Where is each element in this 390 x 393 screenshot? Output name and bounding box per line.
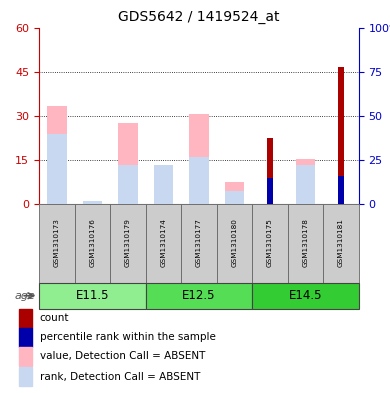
Bar (19, 309, 32, 328)
Bar (83, 201, 102, 204)
Text: GSM1310178: GSM1310178 (303, 218, 308, 266)
Bar (267, 178, 273, 204)
Text: E12.5: E12.5 (182, 289, 216, 302)
Bar (39, 204, 74, 283)
Bar (118, 123, 138, 204)
Bar (338, 67, 344, 204)
Bar (145, 283, 252, 309)
Text: E11.5: E11.5 (76, 289, 109, 302)
Text: GSM1310175: GSM1310175 (267, 218, 273, 266)
Text: GSM1310177: GSM1310177 (196, 218, 202, 266)
Bar (39, 283, 145, 309)
Bar (154, 165, 173, 204)
Bar (296, 165, 315, 204)
Text: age: age (14, 291, 35, 301)
Text: percentile rank within the sample: percentile rank within the sample (40, 332, 216, 342)
Text: GSM1310179: GSM1310179 (125, 218, 131, 266)
Bar (118, 165, 138, 204)
Bar (252, 283, 359, 309)
Bar (110, 204, 145, 283)
Bar (217, 204, 252, 283)
Text: GSM1310181: GSM1310181 (338, 218, 344, 266)
Bar (225, 191, 244, 204)
Bar (47, 134, 67, 204)
Bar (296, 159, 315, 204)
Bar (154, 165, 173, 204)
Bar (19, 367, 32, 386)
Bar (338, 176, 344, 204)
Bar (225, 182, 244, 204)
Text: GSM1310176: GSM1310176 (89, 218, 95, 266)
Bar (181, 204, 217, 283)
Text: GSM1310174: GSM1310174 (160, 218, 167, 266)
Bar (47, 106, 67, 204)
Text: GSM1310180: GSM1310180 (231, 218, 238, 266)
Bar (19, 328, 32, 347)
Text: rank, Detection Call = ABSENT: rank, Detection Call = ABSENT (40, 372, 200, 382)
Bar (145, 204, 181, 283)
Text: count: count (40, 313, 69, 323)
Text: GSM1310173: GSM1310173 (54, 218, 60, 266)
Bar (189, 114, 209, 204)
Bar (252, 204, 288, 283)
Text: value, Detection Call = ABSENT: value, Detection Call = ABSENT (40, 351, 205, 361)
Bar (74, 204, 110, 283)
Title: GDS5642 / 1419524_at: GDS5642 / 1419524_at (118, 10, 280, 24)
Bar (267, 138, 273, 204)
Bar (19, 347, 32, 366)
Bar (189, 157, 209, 204)
Bar (323, 204, 359, 283)
Text: E14.5: E14.5 (289, 289, 322, 302)
Bar (288, 204, 323, 283)
